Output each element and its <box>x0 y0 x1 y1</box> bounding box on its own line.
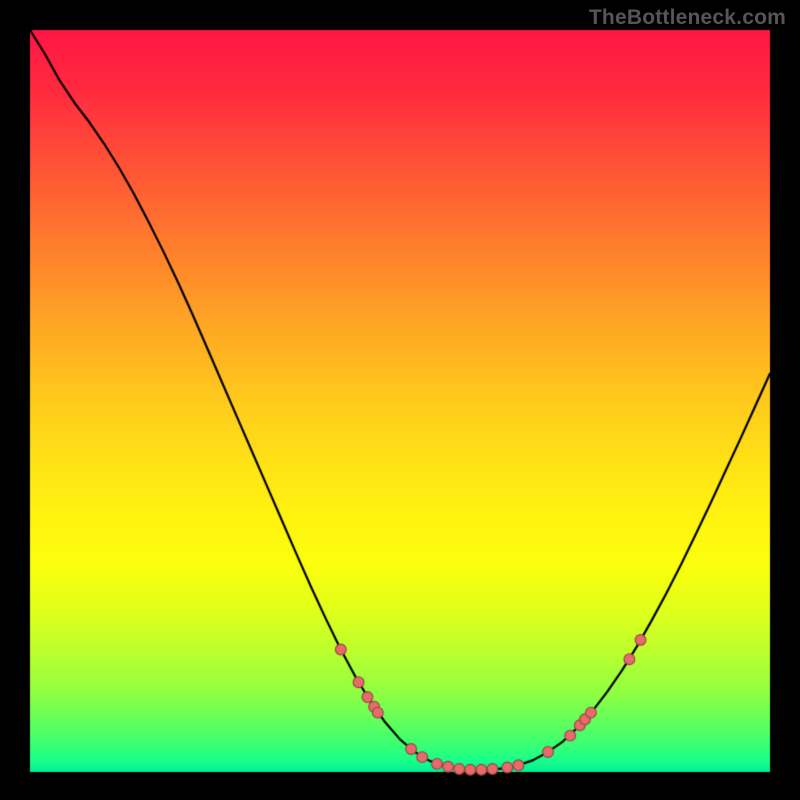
watermark-text: TheBottleneck.com <box>589 6 786 30</box>
chart-container: TheBottleneck.com <box>0 0 800 800</box>
bottleneck-chart <box>0 0 800 800</box>
